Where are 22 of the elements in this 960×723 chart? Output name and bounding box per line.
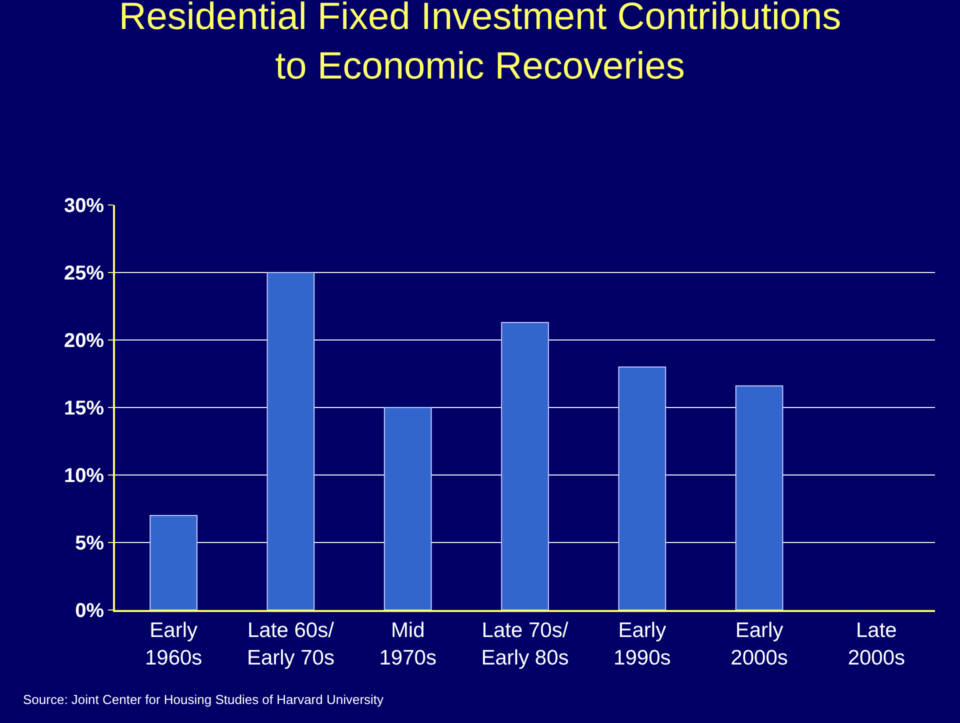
x-tick-label: Late 2000s — [848, 619, 906, 670]
x-tick-label: Late 70s/ Early 80s — [481, 619, 569, 670]
bar — [384, 407, 432, 610]
x-tick-label: Mid 1970s — [379, 619, 436, 670]
y-tick-label: 15% — [64, 398, 104, 420]
bar — [735, 385, 784, 610]
y-tick-label: 0% — [75, 600, 104, 622]
bar — [150, 515, 198, 610]
y-tick-label: 25% — [64, 262, 104, 284]
chart-title: Residential Fixed Investment Contributions to Economic Recoveries — [118, 0, 842, 88]
x-tick-label: Early 1990s — [614, 619, 671, 670]
bar — [618, 366, 666, 610]
bar — [501, 322, 549, 610]
y-tick-label: 20% — [64, 330, 104, 352]
bar — [266, 272, 315, 610]
x-tick-label: Late 60s/ Early 70s — [246, 619, 334, 670]
y-tick-label: 5% — [75, 532, 104, 554]
source-note: Source: Joint Center for Housing Studies of Harvard University — [23, 692, 384, 707]
x-tick-label: Early 2000s — [730, 619, 788, 670]
y-tick-label: 30% — [64, 195, 104, 217]
x-tick-label: Early 1960s — [144, 619, 202, 670]
y-tick-label: 10% — [64, 465, 104, 487]
